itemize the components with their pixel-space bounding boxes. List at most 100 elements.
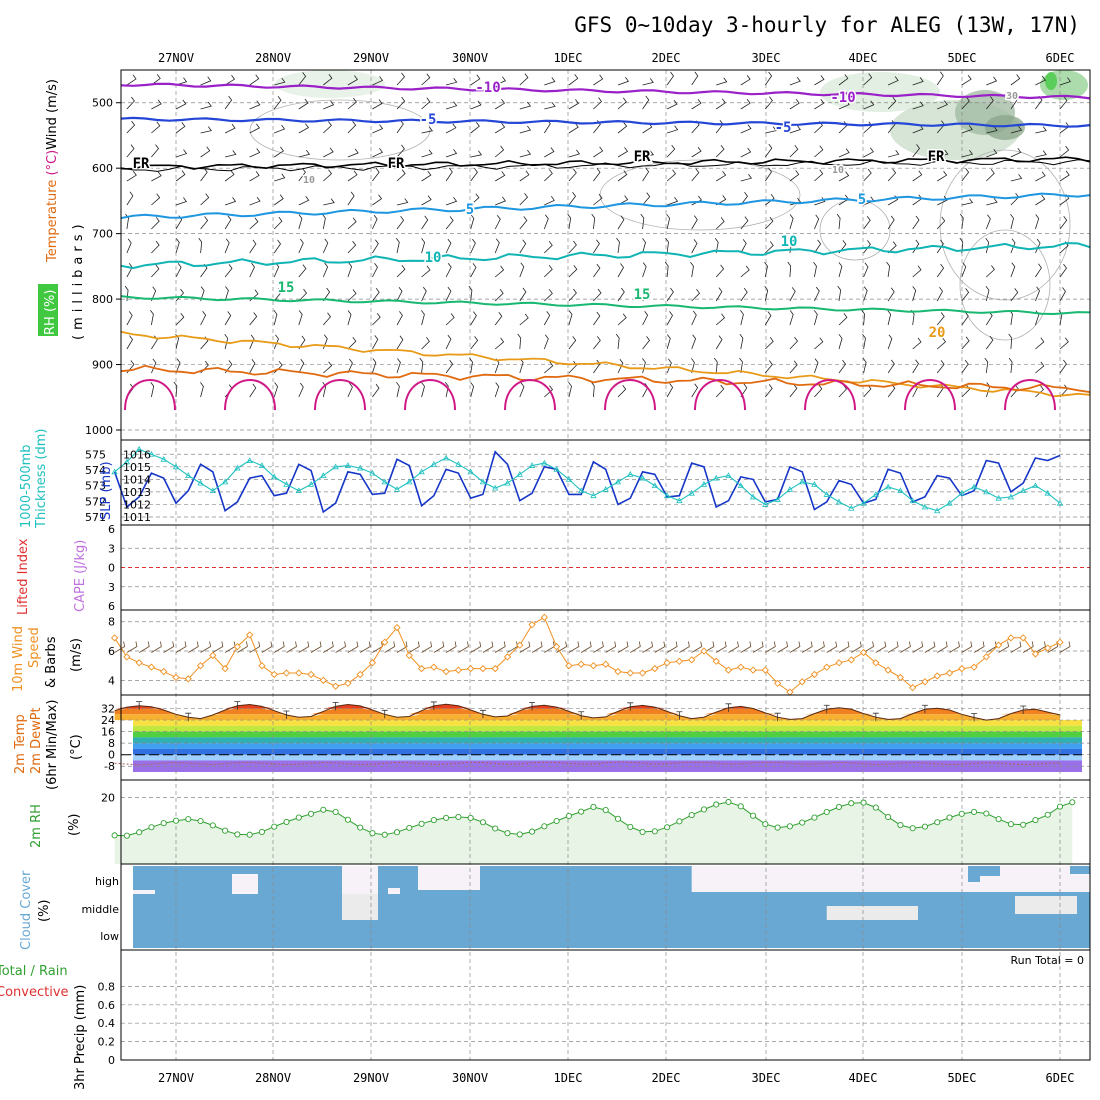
surface-wind-barb	[273, 641, 285, 653]
rh-point	[492, 825, 499, 832]
wind-barb	[445, 286, 452, 302]
surface-wind-barb	[138, 641, 150, 653]
wind-barb	[568, 360, 578, 374]
wind-barb	[347, 120, 357, 134]
wind-barb	[1010, 214, 1014, 230]
wind-barb	[666, 99, 678, 110]
wind-speed-point	[1019, 634, 1027, 642]
contour-label: FR	[634, 149, 651, 165]
wind-barb	[298, 98, 309, 110]
wind-barb	[200, 101, 212, 110]
slp-line	[113, 450, 1061, 514]
wind-barb	[470, 263, 477, 278]
wind-barb	[1010, 125, 1023, 134]
wind-barb	[347, 337, 357, 350]
wind-speed-point	[1007, 634, 1015, 642]
wind-speed-point	[835, 659, 843, 667]
rh-area	[114, 802, 1073, 864]
wind-barb	[372, 335, 379, 350]
wind-barb	[126, 335, 133, 350]
wind-barb	[642, 358, 646, 374]
rh-point	[295, 814, 302, 821]
surface-wind-barb	[421, 641, 433, 653]
wind-barb	[887, 120, 896, 134]
wind-barb	[789, 170, 800, 182]
surface-wind-barb	[1059, 641, 1071, 653]
wind-barb	[814, 197, 826, 206]
wind-barb	[249, 217, 259, 230]
surface-wind-barb	[433, 641, 445, 653]
date-label-top: 2DEC	[652, 51, 681, 65]
wind-barb	[912, 77, 924, 86]
thickness-point	[160, 455, 167, 462]
wind-barb	[470, 214, 475, 230]
wind-barb	[249, 148, 261, 158]
rh-point	[332, 808, 339, 816]
surface-wind-barb	[752, 641, 764, 653]
wind-speed-point	[381, 638, 389, 646]
wind-barb	[568, 310, 573, 326]
date-label-bottom: 4DEC	[849, 1071, 878, 1085]
wind-barb	[200, 193, 210, 206]
wind-speed-point	[859, 648, 868, 657]
wind-barb	[1059, 287, 1066, 302]
wind-barb	[740, 287, 748, 302]
thickness-point	[528, 462, 536, 468]
wind-barb	[421, 382, 425, 398]
wind-barb	[224, 197, 237, 206]
thickness-tick-label: 575	[85, 448, 106, 461]
thickness-point	[246, 457, 253, 463]
wind-barb	[593, 288, 602, 302]
wind-barb	[347, 358, 353, 374]
wind-barb	[764, 96, 773, 110]
temp-band	[114, 708, 1061, 715]
wind-speed-point	[503, 653, 512, 661]
wind-speed-point	[356, 670, 364, 679]
slp-tick-label: 1012	[123, 498, 151, 511]
minmax-bar	[479, 709, 486, 719]
wind-barb	[593, 167, 601, 182]
wind-barb	[936, 337, 947, 350]
wind-barb	[617, 313, 627, 326]
date-label-top: 4DEC	[849, 51, 878, 65]
wind-barb	[1035, 171, 1046, 182]
wind-barb	[200, 146, 211, 158]
wind-barb	[495, 76, 507, 86]
wind-barb	[175, 170, 186, 182]
wind-barb	[691, 215, 698, 230]
thickness-point	[430, 460, 438, 467]
wind-barb	[249, 239, 257, 254]
wind-barb	[887, 215, 895, 230]
wind-barb	[1010, 74, 1021, 86]
rh-point	[197, 817, 204, 825]
wind-barb	[814, 337, 824, 350]
surface-wind-barb	[310, 641, 322, 653]
wind-barb	[985, 311, 993, 326]
wind-speed-point	[184, 675, 192, 683]
surface-wind-barb	[126, 641, 138, 653]
cloud-block	[1070, 866, 1090, 874]
wind-barb	[224, 74, 236, 86]
wind-barb	[1059, 263, 1067, 278]
wind-label-2: Speed	[27, 627, 42, 668]
surface-wind-barb	[654, 641, 666, 653]
wind-speed-point	[638, 669, 647, 677]
wind-speed-point	[528, 621, 536, 629]
wind-barb	[200, 310, 207, 326]
cloud-row-label-high: high	[95, 875, 119, 888]
wind-barb	[1035, 194, 1046, 206]
wind-barb	[249, 262, 255, 278]
wind-barb	[323, 198, 335, 206]
thickness-point	[749, 493, 757, 500]
surface-wind-barb	[605, 641, 617, 653]
wind-speed-point	[761, 666, 769, 674]
date-label-bottom: 29NOV	[353, 1071, 389, 1085]
thickness-point	[676, 497, 683, 504]
wind-barb	[837, 285, 842, 302]
wind-barb	[863, 73, 873, 86]
humidity-shading	[275, 70, 1088, 160]
surface-wind-barb	[1035, 641, 1046, 653]
thickness-point	[197, 479, 204, 486]
precip-tick-label: 0	[108, 1054, 115, 1067]
surface-wind-barb	[949, 641, 960, 653]
